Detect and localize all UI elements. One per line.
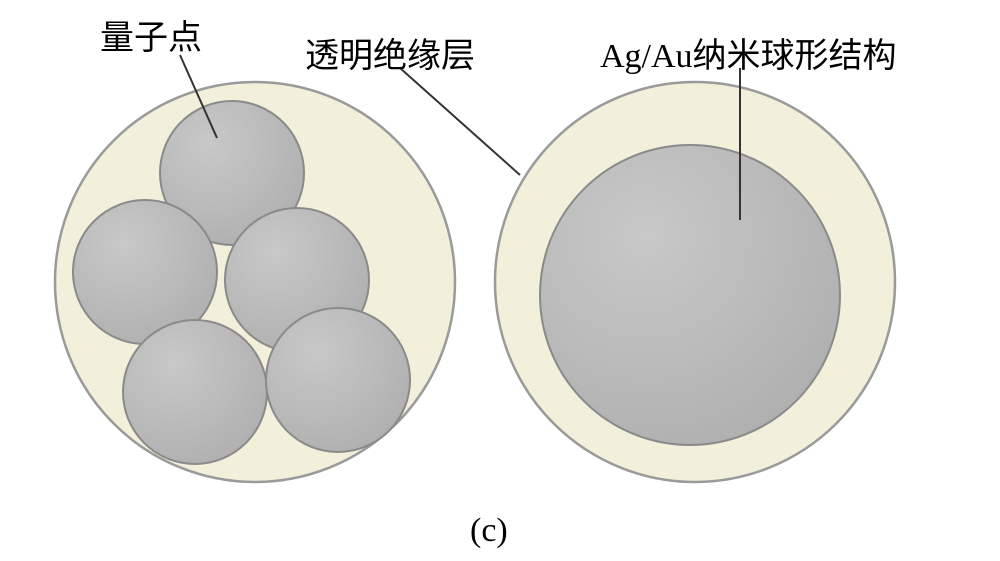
diagram-svg (0, 0, 1000, 561)
label-quantum-dot: 量子点 (100, 10, 202, 59)
figure-container: 量子点 透明绝缘层 Ag/Au纳米球形结构 (c) (0, 0, 1000, 561)
quantum-dot (266, 308, 410, 452)
agau-core (540, 145, 840, 445)
leader-insulator (400, 68, 520, 175)
label-insulator: 透明绝缘层 (305, 28, 475, 77)
label-subfigure: (c) (470, 512, 508, 550)
label-agau: Ag/Au纳米球形结构 (600, 28, 897, 77)
quantum-dot (123, 320, 267, 464)
